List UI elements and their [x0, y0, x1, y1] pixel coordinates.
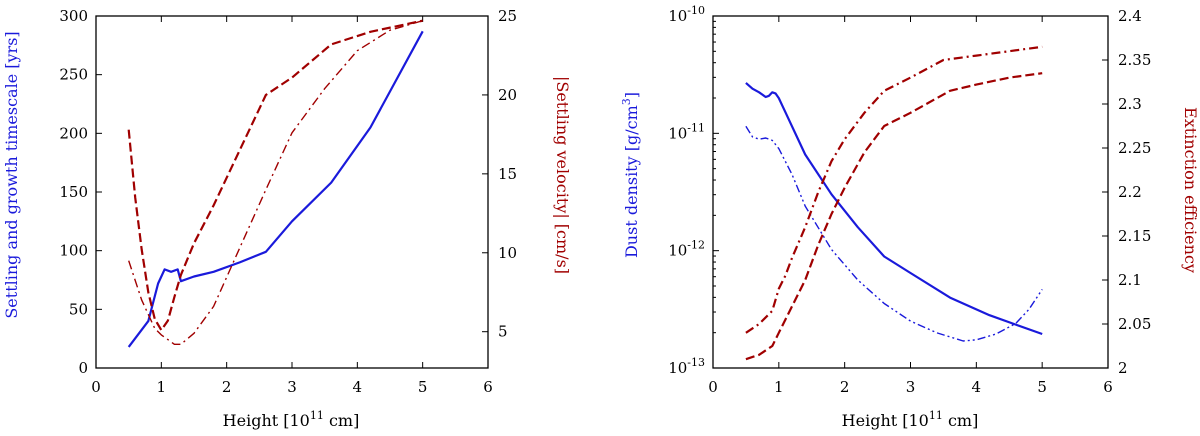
chart2-series-left-dashdotdot	[745, 125, 1043, 342]
chart1-ytick-left-label: 150	[59, 183, 88, 201]
chart1-ytick-left-label: 250	[59, 66, 88, 84]
chart2-series-left-solid	[745, 82, 1043, 336]
chart1-ytick-right-label: 5	[498, 323, 508, 341]
chart2-xtick-label: 4	[972, 378, 982, 396]
chart2-ytick-right-label: 2.1	[1118, 271, 1142, 289]
chart1-xtick-label: 0	[91, 378, 101, 396]
chart2-ytick-right-label: 2.4	[1118, 7, 1142, 25]
chart2-xtick-label: 1	[774, 378, 784, 396]
chart2-ytick-right-label: 2.05	[1118, 315, 1151, 333]
chart1-ytick-left-label: 0	[78, 359, 88, 377]
chart2-xtick-label: 2	[840, 378, 850, 396]
chart1-xtick-label: 6	[483, 378, 493, 396]
chart2-ytick-left-label: 10-11	[668, 121, 705, 142]
chart2-xtick-label: 0	[708, 378, 718, 396]
chart2-xtick-label: 6	[1103, 378, 1113, 396]
chart1-series-left-solid	[127, 30, 424, 348]
chart2-ylabel-right: Extinction efficiency	[1181, 107, 1200, 273]
chart1-xtick-label: 2	[222, 378, 232, 396]
chart1-xtick-label: 3	[287, 378, 297, 396]
chart1-xtick-label: 4	[353, 378, 363, 396]
chart1-ytick-left-label: 300	[59, 7, 88, 25]
chart1-xlabel: Height [1011 cm]	[223, 409, 360, 430]
chart2-ytick-right-label: 2.25	[1118, 139, 1151, 157]
chart2-ytick-left-label: 10-12	[668, 239, 705, 260]
chart2-ytick-right-label: 2.35	[1118, 51, 1151, 69]
chart2-series-right-dashed	[745, 72, 1043, 361]
chart1-ytick-right-label: 15	[498, 165, 517, 183]
chart1-ylabel-right: |Settling velocity| [cm/s]	[553, 76, 572, 274]
chart2-ytick-right-label: 2.2	[1118, 183, 1142, 201]
chart1-ytick-left-label: 200	[59, 124, 88, 142]
chart1-series-right-dashdot	[128, 20, 423, 345]
chart2-ylabel-left: Dust density [g/cm3]	[620, 92, 641, 258]
chart2-xtick-label: 3	[906, 378, 916, 396]
chart2-frame	[712, 15, 1109, 369]
chart1-ytick-right-label: 25	[498, 7, 517, 25]
chart1-ylabel-left: Settling and growth timescale [yrs]	[2, 31, 21, 318]
chart2-xlabel: Height [1011 cm]	[842, 409, 979, 430]
chart-left: 0 1 2 3 4 5 6 0 50 100 150 200 250 300 5 10 15 20 25	[59, 7, 517, 396]
chart2-ytick-left-label: 10-13	[668, 356, 705, 377]
chart2-ytick-right-label: 2.15	[1118, 227, 1151, 245]
chart1-xtick-label: 5	[418, 378, 428, 396]
chart2-ytick-left-label: 10-10	[668, 4, 705, 25]
chart2-ytick-right-label: 2	[1118, 359, 1128, 377]
chart1-xtick-label: 1	[157, 378, 167, 396]
chart2-ytick-right-label: 2.3	[1118, 95, 1142, 113]
chart1-series-right-dashed	[127, 19, 423, 332]
chart1-ytick-left-label: 50	[69, 300, 88, 318]
chart-right: 0 1 2 3 4 5 6 10-13 10-12 10-11 10-10 2 2.05 2.1 2.15 2…	[668, 4, 1151, 396]
chart1-ytick-right-label: 20	[498, 86, 517, 104]
chart2-series-right-dashdot	[745, 45, 1043, 334]
chart2-xtick-label: 5	[1037, 378, 1047, 396]
chart1-ytick-left-label: 100	[59, 242, 88, 260]
chart1-ytick-right-label: 10	[498, 244, 517, 262]
